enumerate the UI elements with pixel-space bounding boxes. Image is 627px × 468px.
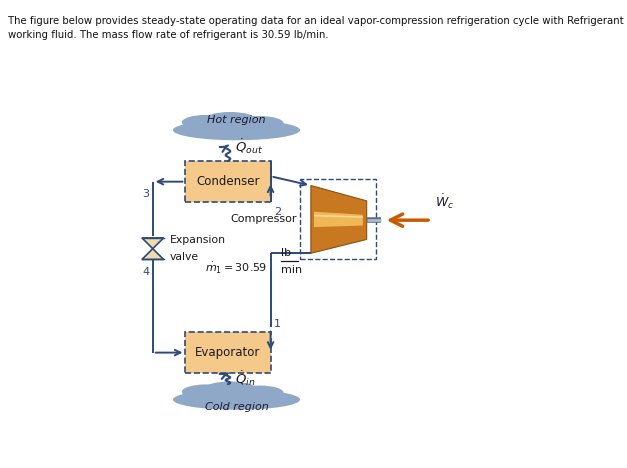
Text: min: min — [282, 265, 303, 275]
Ellipse shape — [173, 120, 300, 140]
FancyBboxPatch shape — [186, 332, 271, 373]
Text: $\dot{m}_1 = 30.59$: $\dot{m}_1 = 30.59$ — [204, 261, 267, 276]
Text: Cold region: Cold region — [204, 402, 268, 412]
Text: 3: 3 — [143, 190, 150, 199]
Text: $\dot{W}_c$: $\dot{W}_c$ — [435, 192, 454, 211]
Polygon shape — [311, 185, 367, 253]
Text: lb: lb — [282, 248, 292, 258]
Text: 2: 2 — [273, 207, 281, 217]
Text: 1: 1 — [273, 319, 281, 329]
Polygon shape — [142, 238, 164, 249]
Ellipse shape — [235, 386, 283, 400]
Text: valve: valve — [170, 252, 199, 262]
Ellipse shape — [203, 112, 257, 128]
Text: Evaporator: Evaporator — [195, 346, 261, 359]
Text: 4: 4 — [142, 267, 150, 277]
Ellipse shape — [203, 381, 257, 398]
Text: $\dot{Q}_{in}$: $\dot{Q}_{in}$ — [235, 369, 255, 388]
Polygon shape — [142, 249, 164, 259]
Text: $\dot{Q}_{out}$: $\dot{Q}_{out}$ — [235, 138, 263, 156]
Ellipse shape — [182, 115, 230, 130]
Text: The figure below provides steady-state operating data for an ideal vapor-compres: The figure below provides steady-state o… — [8, 16, 627, 40]
FancyBboxPatch shape — [186, 161, 271, 203]
Polygon shape — [314, 215, 363, 218]
Ellipse shape — [235, 116, 283, 130]
Text: Condenser: Condenser — [196, 175, 260, 188]
Ellipse shape — [173, 389, 300, 410]
Text: Hot region: Hot region — [208, 115, 266, 125]
Text: Expansion: Expansion — [170, 235, 226, 245]
Ellipse shape — [182, 384, 230, 399]
Polygon shape — [314, 212, 363, 227]
Text: Compressor: Compressor — [231, 213, 297, 224]
